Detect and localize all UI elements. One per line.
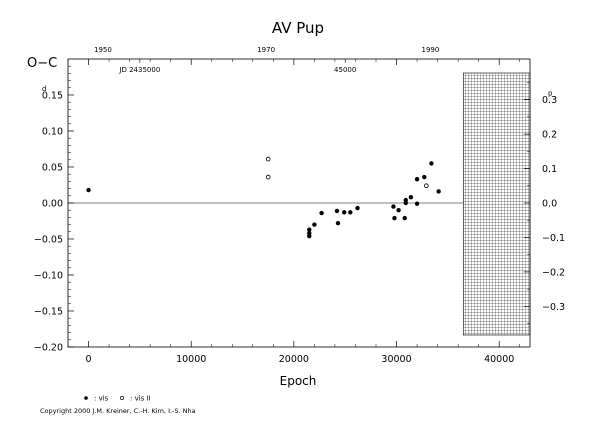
data-point-filled bbox=[403, 197, 408, 203]
y2-tick-label: −0.2 bbox=[542, 267, 565, 278]
y2-axis-ticks: −0.3 −0.2 −0.1 0.0 0.1 0.2 0.3 bbox=[524, 82, 565, 324]
top-year-label: 1970 bbox=[257, 46, 275, 54]
data-point-filled bbox=[408, 195, 414, 200]
y2-unit: p bbox=[548, 90, 553, 98]
x-tick-label: 40000 bbox=[484, 354, 514, 365]
y-unit: d bbox=[42, 85, 46, 93]
data-point-filled bbox=[422, 174, 427, 180]
data-point-filled bbox=[86, 187, 91, 193]
x-tick-label: 30000 bbox=[381, 354, 411, 365]
data-point-filled bbox=[335, 220, 341, 226]
legend: : vis : vis II bbox=[84, 395, 151, 403]
y-tick-label: −0.05 bbox=[34, 235, 63, 246]
x-axis-label: Epoch bbox=[280, 374, 317, 388]
y-tick-label: 0.15 bbox=[42, 91, 63, 102]
data-point-filled bbox=[307, 227, 312, 232]
y2-tick-label: −0.1 bbox=[542, 233, 565, 244]
legend-label: : vis bbox=[94, 395, 109, 403]
top-axis-years: 1950 1970 1990 bbox=[94, 46, 439, 54]
copyright-text: Copyright 2000 J.M. Kreiner, C.-H. Kim, … bbox=[40, 407, 196, 415]
chart-title: AV Pup bbox=[272, 19, 324, 37]
legend-label: : vis II bbox=[130, 395, 151, 403]
y-tick-label: 0.00 bbox=[42, 199, 63, 210]
data-point-filled bbox=[307, 233, 312, 239]
data-point-filled bbox=[414, 201, 420, 206]
data-point-filled bbox=[355, 205, 360, 211]
y2-tick-label: 0.2 bbox=[542, 130, 557, 141]
data-point-filled bbox=[429, 161, 434, 166]
data-point-open bbox=[424, 183, 429, 189]
axis-units: dp bbox=[42, 85, 553, 98]
legend-marker-filled bbox=[84, 396, 88, 400]
top-year-label: 1990 bbox=[421, 46, 439, 54]
data-point-open bbox=[265, 156, 271, 162]
x-tick-label: 10000 bbox=[176, 354, 206, 365]
y-tick-label: −0.10 bbox=[34, 271, 63, 282]
y2-tick-label: −0.3 bbox=[542, 302, 565, 313]
x-tick-label: 0 bbox=[86, 354, 92, 365]
data-point-filled bbox=[312, 222, 317, 227]
data-point-filled bbox=[402, 215, 407, 221]
y-tick-label: 0.05 bbox=[42, 163, 63, 174]
x-axis-ticks: 0 10000 20000 30000 40000 bbox=[67, 59, 520, 365]
y2-tick-label: 0.1 bbox=[542, 164, 557, 175]
hatched-area bbox=[462, 72, 531, 336]
data-point-filled bbox=[414, 177, 420, 182]
data-points bbox=[86, 156, 441, 239]
y-tick-label: −0.20 bbox=[34, 343, 63, 354]
data-point-open bbox=[265, 174, 271, 180]
jd-label: JD 2435000 bbox=[118, 66, 160, 74]
x-tick-label: 20000 bbox=[279, 354, 309, 365]
y-axis-label: O−C bbox=[27, 56, 57, 71]
data-point-filled bbox=[436, 189, 441, 194]
data-point-filled bbox=[334, 208, 340, 214]
data-point-filled bbox=[341, 210, 347, 215]
y-axis-ticks: −0.20 −0.15 −0.10 −0.05 0.00 0.05 0.10 0.15 bbox=[34, 65, 74, 354]
y-tick-label: 0.10 bbox=[42, 127, 63, 138]
data-point-filled bbox=[392, 215, 397, 221]
data-point-filled bbox=[391, 204, 396, 209]
data-point-filled bbox=[396, 208, 401, 213]
data-point-filled bbox=[319, 210, 324, 216]
legend-marker-open bbox=[120, 396, 124, 400]
y-tick-label: −0.15 bbox=[34, 307, 63, 318]
jd-label: 45000 bbox=[334, 66, 356, 74]
y2-tick-label: 0.0 bbox=[542, 199, 557, 210]
y2-tick-label: 0.3 bbox=[542, 95, 557, 106]
jd-labels: JD 2435000 45000 bbox=[118, 59, 356, 74]
hatched-region bbox=[462, 72, 531, 336]
top-year-label: 1950 bbox=[94, 46, 112, 54]
data-point-filled bbox=[348, 210, 353, 215]
